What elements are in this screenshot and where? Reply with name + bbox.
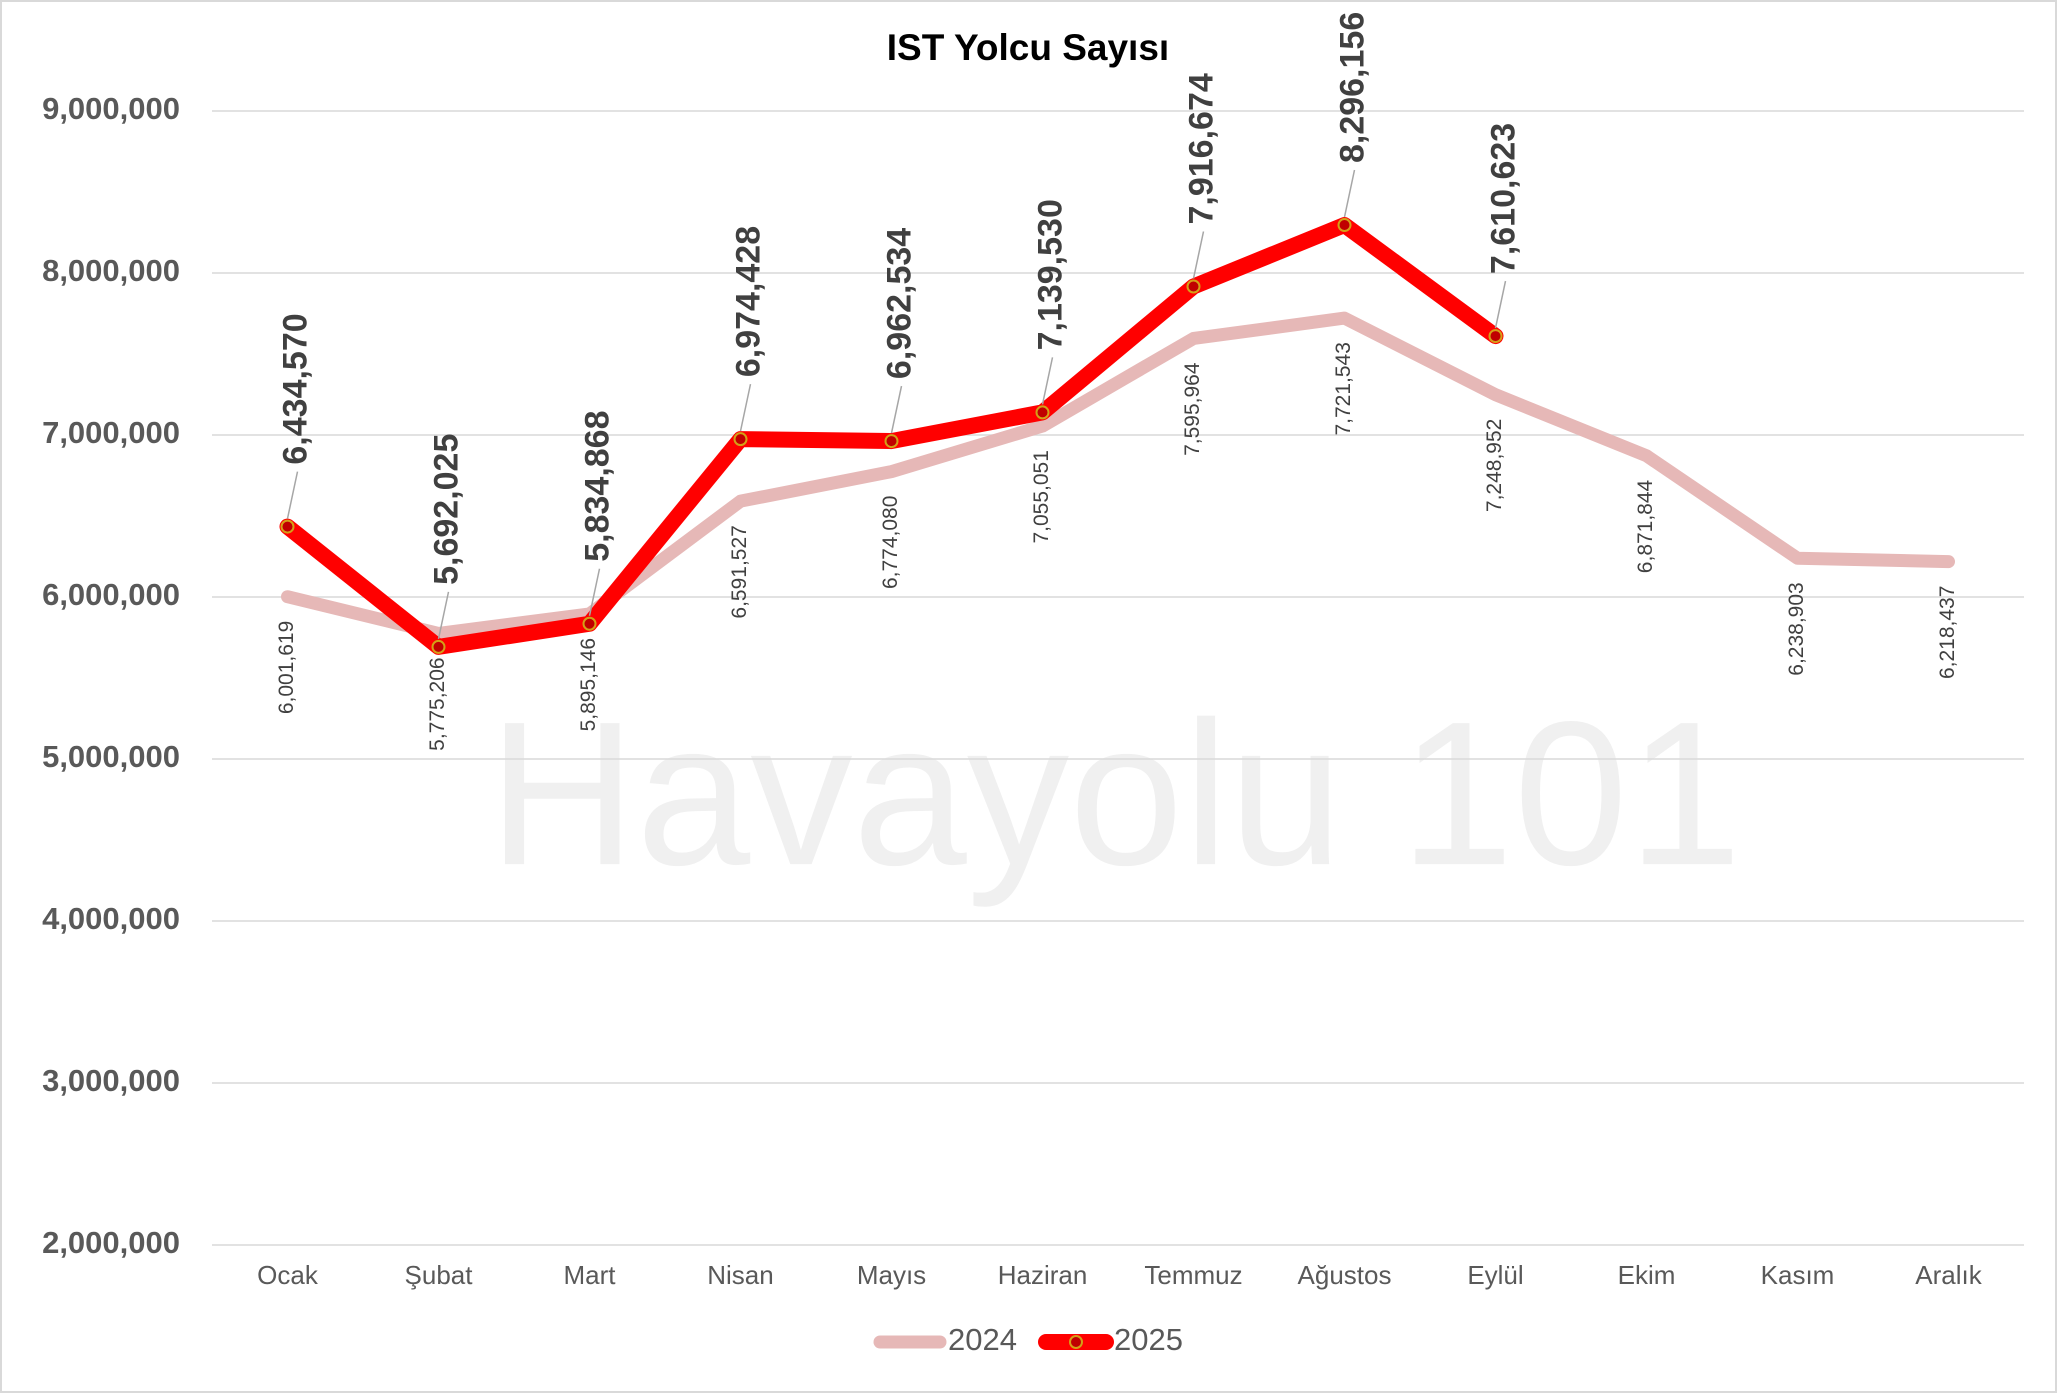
leader-line (286, 471, 299, 519)
legend-label: 2025 (1114, 1322, 1183, 1357)
y-tick-label: 3,000,000 (42, 1063, 180, 1098)
series-line (281, 311, 1955, 640)
x-tick-label: Haziran (998, 1260, 1088, 1290)
value-label: 6,434,570 (276, 313, 314, 464)
value-label: 6,591,527 (728, 525, 751, 618)
value-label: 7,595,964 (1181, 362, 1204, 456)
value-label: 7,055,051 (1030, 450, 1053, 543)
value-label: 8,296,156 (1333, 12, 1371, 163)
value-label: 5,895,146 (577, 638, 600, 731)
leader-line (1041, 357, 1054, 405)
value-label: 6,001,619 (275, 621, 298, 714)
value-label: 7,610,623 (1484, 123, 1522, 274)
x-tick-label: Ocak (257, 1260, 319, 1290)
y-tick-label: 6,000,000 (42, 577, 180, 612)
value-label: 6,238,903 (1785, 582, 1808, 675)
value-label: 5,775,206 (426, 657, 449, 750)
value-label: 7,248,952 (1483, 419, 1506, 512)
y-tick-label: 5,000,000 (42, 739, 180, 774)
y-tick-label: 4,000,000 (42, 901, 180, 936)
leader-line (1494, 280, 1507, 329)
leader-line (890, 385, 903, 434)
legend-label: 2024 (948, 1322, 1017, 1357)
x-tick-label: Mayıs (857, 1260, 926, 1290)
value-label: 7,139,530 (1031, 199, 1069, 350)
value-label: 5,834,868 (578, 410, 616, 561)
x-tick-label: Nisan (707, 1260, 773, 1290)
value-label: 6,974,428 (729, 226, 767, 377)
point-marker (431, 639, 446, 654)
point-marker (1337, 218, 1352, 233)
value-label: 6,871,844 (1634, 479, 1657, 573)
leader-line (739, 383, 752, 432)
point-marker (884, 434, 899, 449)
y-tick-label: 7,000,000 (42, 415, 180, 450)
x-tick-label: Ağustos (1298, 1260, 1392, 1290)
value-label: 6,962,534 (880, 228, 918, 379)
value-label: 5,692,025 (427, 434, 465, 585)
point-marker (1488, 329, 1503, 344)
x-tick-label: Aralık (1915, 1260, 1982, 1290)
leader-line (1343, 169, 1356, 218)
leader-line (1192, 231, 1205, 279)
leader-line (437, 591, 450, 640)
value-label: 6,218,437 (1936, 586, 1959, 679)
value-label: 6,774,080 (879, 496, 902, 589)
value-label: 7,721,543 (1332, 342, 1355, 435)
y-tick-label: 9,000,000 (42, 91, 180, 126)
point-marker (582, 616, 597, 631)
y-tick-label: 8,000,000 (42, 253, 180, 288)
point-marker (280, 519, 295, 534)
point-marker (1186, 279, 1201, 294)
x-tick-label: Kasım (1761, 1260, 1835, 1290)
leader-line (588, 568, 601, 616)
point-marker (733, 432, 748, 447)
x-tick-label: Şubat (405, 1260, 474, 1290)
x-tick-label: Temmuz (1144, 1260, 1242, 1290)
point-marker (1035, 405, 1050, 420)
legend-marker (1069, 1335, 1083, 1349)
chart-title: IST Yolcu Sayısı (887, 27, 1169, 68)
x-tick-label: Eylül (1467, 1260, 1523, 1290)
value-label: 7,916,674 (1182, 73, 1220, 224)
y-tick-label: 2,000,000 (42, 1225, 180, 1260)
watermark: Havayolu 101 (488, 679, 1742, 908)
x-tick-label: Ekim (1618, 1260, 1676, 1290)
x-tick-label: Mart (564, 1260, 617, 1290)
